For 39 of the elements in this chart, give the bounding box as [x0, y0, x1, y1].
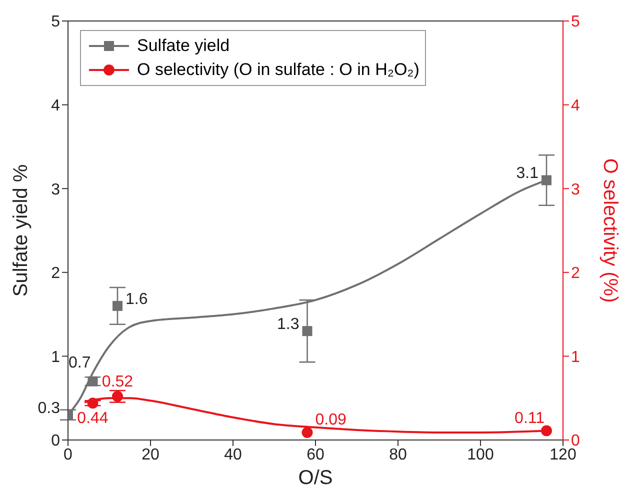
data-label: 1.3: [277, 316, 300, 334]
y-tick-label: 1: [51, 348, 60, 366]
point: [541, 425, 552, 436]
point: [302, 326, 312, 336]
y2-tick-label: 3: [571, 181, 580, 198]
y-tick-label: 4: [51, 97, 60, 114]
data-label: 0.7: [68, 354, 91, 372]
point: [112, 300, 122, 311]
y-tick-label: 2: [51, 265, 60, 282]
y-tick-label: 3: [51, 181, 60, 198]
y2-tick-label: 2: [571, 265, 580, 282]
y2-axis-title: O selectivity (%): [598, 158, 621, 303]
y2-tick-label: 5: [571, 14, 580, 31]
data-label: 0.44: [77, 410, 108, 428]
x-tick-label: 80: [389, 446, 407, 464]
legend-label: Sulfate yield: [137, 36, 230, 56]
point: [542, 175, 552, 186]
data-label: 0.52: [102, 373, 134, 390]
data-label: 0.11: [514, 410, 545, 427]
x-tick-label: 40: [224, 446, 242, 464]
y-tick-label: 5: [51, 14, 60, 31]
x-axis-title: O/S: [298, 467, 333, 489]
y2-tick-label: 1: [571, 348, 580, 366]
data-label: 0.09: [315, 411, 346, 428]
point: [88, 376, 98, 386]
x-tick-label: 100: [467, 446, 494, 464]
point: [302, 426, 313, 438]
point: [112, 390, 123, 402]
x-tick-label: 20: [142, 446, 160, 464]
x-tick-label: 60: [306, 446, 324, 464]
x-tick-label: 0: [64, 446, 73, 464]
y-axis-title: Sulfate yield %: [10, 164, 32, 297]
data-label: 0.3: [38, 400, 60, 417]
data-label: 1.6: [126, 290, 148, 308]
data-label: 3.1: [516, 165, 539, 182]
legend-label: O selectivity (O in sulfate : O in H₂O₂): [137, 60, 420, 80]
y2-tick-label: 4: [571, 97, 580, 114]
y-tick-label: 0: [51, 432, 60, 450]
point: [87, 398, 98, 409]
